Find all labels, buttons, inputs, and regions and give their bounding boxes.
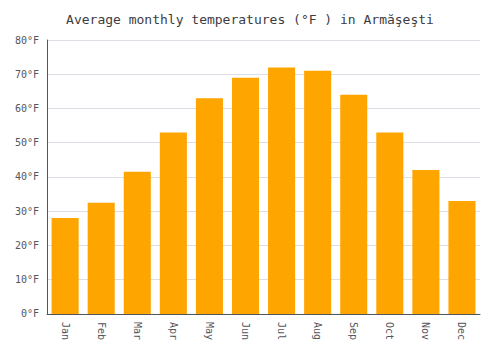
svg-text:Oct: Oct bbox=[384, 322, 395, 340]
svg-text:0°F: 0°F bbox=[21, 308, 39, 319]
svg-text:Nov: Nov bbox=[420, 322, 431, 340]
svg-text:Jun: Jun bbox=[240, 322, 251, 340]
svg-text:Feb: Feb bbox=[96, 322, 107, 340]
svg-text:Jul: Jul bbox=[276, 322, 287, 340]
svg-text:Dec: Dec bbox=[456, 322, 467, 340]
svg-text:20°F: 20°F bbox=[15, 240, 39, 251]
svg-text:Sep: Sep bbox=[348, 322, 359, 340]
svg-text:60°F: 60°F bbox=[15, 103, 39, 114]
svg-text:40°F: 40°F bbox=[15, 171, 39, 182]
svg-text:May: May bbox=[204, 322, 215, 340]
svg-text:80°F: 80°F bbox=[15, 35, 39, 46]
svg-text:10°F: 10°F bbox=[15, 274, 39, 285]
svg-text:30°F: 30°F bbox=[15, 206, 39, 217]
svg-text:Aug: Aug bbox=[312, 322, 323, 340]
svg-text:Mar: Mar bbox=[132, 322, 143, 340]
svg-text:Apr: Apr bbox=[168, 322, 179, 340]
svg-text:Average monthly temperatures (: Average monthly temperatures (°F ) in Ar… bbox=[66, 12, 434, 27]
svg-text:Jan: Jan bbox=[60, 322, 71, 340]
svg-text:70°F: 70°F bbox=[15, 69, 39, 80]
svg-text:50°F: 50°F bbox=[15, 137, 39, 148]
